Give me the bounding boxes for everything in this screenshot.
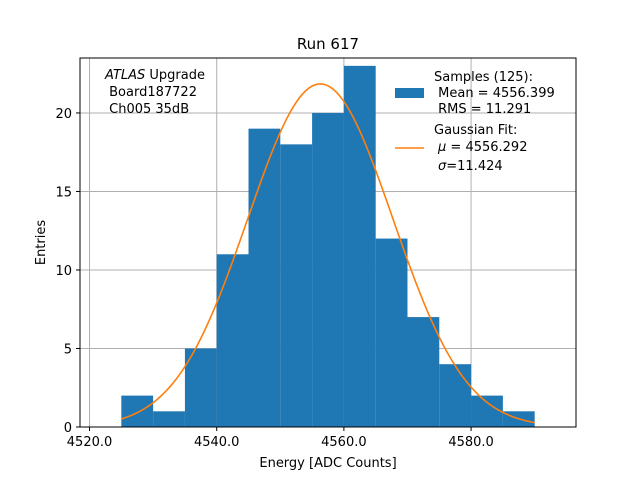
sigma-symbol: σ <box>438 159 447 174</box>
gaussian-fit-layer <box>121 83 535 424</box>
annotation-box: ATLAS Upgrade Board187722 Ch005 35dB <box>104 68 205 117</box>
legend-fit-mu-value: = 4556.292 <box>446 140 527 155</box>
annotation-line-1: ATLAS Upgrade <box>104 68 205 83</box>
legend-fit-sigma-value: =11.424 <box>446 159 502 174</box>
legend: Samples (125): Mean = 4556.399 RMS = 11.… <box>395 70 555 174</box>
histogram-bar <box>343 65 376 427</box>
legend-fit-mu: μ = 4556.292 <box>437 140 527 155</box>
annotation-upgrade: Upgrade <box>145 68 205 83</box>
x-tick-label: 4520.0 <box>67 435 113 450</box>
legend-samples-title: Samples (125): <box>434 70 533 85</box>
y-tick-label: 0 <box>64 421 72 436</box>
histogram-bar <box>248 128 281 427</box>
axis-ticks: 4520.0 4540.0 4560.0 4580.0 0 5 10 15 20 <box>55 107 493 450</box>
legend-fit-title: Gaussian Fit: <box>434 123 517 138</box>
histogram-bar <box>439 364 472 427</box>
x-tick-label: 4540.0 <box>194 435 240 450</box>
y-axis-label: Entries <box>34 220 49 266</box>
annotation-atlas: ATLAS <box>104 68 145 83</box>
histogram-bar <box>184 348 217 427</box>
histogram-bar <box>153 411 185 427</box>
y-tick-label: 20 <box>55 107 72 122</box>
legend-fit-sigma: σ=11.424 <box>438 159 503 174</box>
x-axis-label: Energy [ADC Counts] <box>259 456 396 471</box>
histogram-bar <box>375 238 408 427</box>
histogram-bar <box>312 112 344 427</box>
histogram-bar <box>471 395 503 427</box>
annotation-line-2: Board187722 <box>105 85 197 100</box>
histogram-bar <box>407 317 440 427</box>
x-tick-label: 4580.0 <box>448 435 494 450</box>
legend-samples-rms: RMS = 11.291 <box>434 102 531 117</box>
y-tick-label: 5 <box>64 342 72 357</box>
histogram-bar <box>216 254 249 427</box>
annotation-line-3: Ch005 35dB <box>105 102 189 117</box>
mu-symbol: μ <box>437 140 446 155</box>
gaussian-fit-curve <box>121 83 535 424</box>
y-tick-label: 15 <box>55 185 72 200</box>
histogram-bars <box>121 65 535 428</box>
x-tick-label: 4560.0 <box>321 435 367 450</box>
histogram-bar <box>121 395 154 427</box>
y-tick-label: 10 <box>55 264 72 279</box>
legend-samples-swatch <box>395 88 424 98</box>
plot-frame <box>79 57 577 428</box>
chart-title: Run 617 <box>297 35 359 53</box>
legend-samples-mean: Mean = 4556.399 <box>434 86 555 101</box>
histogram-bar <box>280 144 313 428</box>
